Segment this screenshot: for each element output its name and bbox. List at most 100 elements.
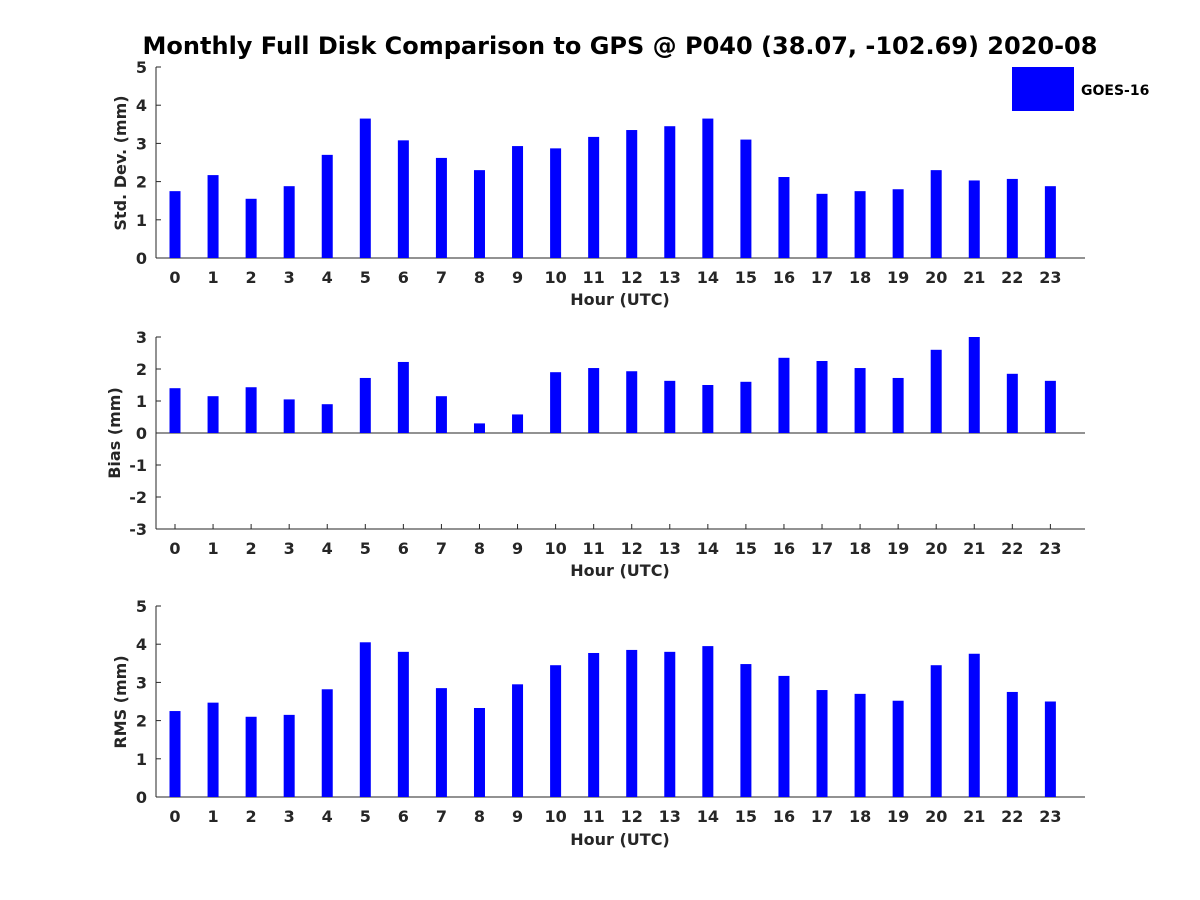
- rms-bar-hour-6: [397, 651, 409, 797]
- rms-bar-hour-7: [435, 688, 447, 797]
- rms-bar-hour-12: [626, 649, 638, 797]
- bias-x-tick-label: 17: [811, 539, 833, 558]
- std-dev-x-tick-label: 9: [512, 268, 523, 287]
- rms-x-tick-label: 0: [169, 807, 180, 826]
- rms-x-tick-label: 1: [207, 807, 218, 826]
- std-dev-x-tick-label: 2: [246, 268, 257, 287]
- bias-bar-hour-6: [397, 361, 409, 433]
- rms-bar-hour-20: [930, 665, 942, 797]
- std-dev-x-tick-label: 13: [659, 268, 681, 287]
- std-dev-bar-hour-12: [626, 130, 638, 258]
- rms-x-tick-label: 6: [398, 807, 409, 826]
- rms-x-tick-label: 9: [512, 807, 523, 826]
- bias-x-tick-label: 12: [621, 539, 643, 558]
- rms-bar-hour-3: [283, 714, 295, 797]
- bias-x-tick-label: 4: [322, 539, 333, 558]
- legend-swatch: [1012, 67, 1074, 111]
- bias-bar-hour-21: [968, 337, 980, 433]
- bias-bar-hour-10: [550, 372, 562, 433]
- std-dev-bar-hour-6: [397, 140, 409, 258]
- std-dev-x-tick-label: 19: [887, 268, 909, 287]
- rms-x-tick-label: 16: [773, 807, 795, 826]
- bias-y-tick-label: 1: [136, 392, 147, 411]
- std-dev-x-tick-label: 18: [849, 268, 871, 287]
- std-dev-xlabel: Hour (UTC): [570, 290, 670, 309]
- rms-x-tick-label: 10: [544, 807, 566, 826]
- std-dev-x-tick-label: 15: [735, 268, 757, 287]
- std-dev-bar-hour-7: [435, 157, 447, 258]
- rms-bar-hour-10: [550, 665, 562, 797]
- std-dev-bar-hour-16: [778, 177, 790, 258]
- legend: GOES-16: [1012, 67, 1149, 111]
- bias-bar-hour-13: [664, 380, 676, 433]
- rms-x-tick-label: 20: [925, 807, 947, 826]
- bias-x-tick-label: 3: [284, 539, 295, 558]
- bias-bar-hour-8: [473, 423, 485, 433]
- bias-x-tick-label: 2: [246, 539, 257, 558]
- rms-x-tick-label: 11: [583, 807, 605, 826]
- std-dev-bar-hour-15: [740, 139, 752, 258]
- bias-x-tick-label: 22: [1001, 539, 1023, 558]
- std-dev-x-tick-label: 11: [583, 268, 605, 287]
- std-dev-x-tick-label: 23: [1039, 268, 1061, 287]
- rms-bar-hour-17: [816, 690, 828, 797]
- rms-y-tick-label: 2: [136, 712, 147, 731]
- rms-bar-hour-18: [854, 693, 866, 797]
- bias-bar-hour-4: [321, 404, 333, 433]
- rms-x-tick-label: 4: [322, 807, 333, 826]
- rms-x-tick-label: 5: [360, 807, 371, 826]
- rms-bar-hour-1: [207, 702, 219, 797]
- bias-bar-hour-19: [892, 377, 904, 433]
- std-dev-bar-hour-4: [321, 154, 333, 258]
- rms-bar-hour-8: [473, 707, 485, 797]
- bias-bar-hour-2: [245, 387, 257, 433]
- bias-bar-hour-22: [1006, 373, 1018, 433]
- std-dev-x-tick-label: 5: [360, 268, 371, 287]
- bias-bar-hour-5: [359, 377, 371, 433]
- std-dev-bar-hour-5: [359, 118, 371, 258]
- bias-bar-hour-18: [854, 368, 866, 433]
- std-dev-ylabel: Std. Dev. (mm): [111, 95, 130, 230]
- bias-bar-hour-17: [816, 361, 828, 433]
- rms-bar-hour-11: [588, 652, 600, 797]
- rms-bar-hour-2: [245, 716, 257, 797]
- bias-x-tick-label: 14: [697, 539, 719, 558]
- std-dev-x-tick-label: 12: [621, 268, 643, 287]
- rms-bar-hour-15: [740, 664, 752, 797]
- bias-x-tick-label: 13: [659, 539, 681, 558]
- rms-x-tick-label: 17: [811, 807, 833, 826]
- bias-y-tick-label: -3: [129, 520, 147, 539]
- rms-x-tick-label: 23: [1039, 807, 1061, 826]
- std-dev-bar-hour-17: [816, 193, 828, 258]
- rms-bar-hour-14: [702, 646, 714, 797]
- bias-bar-hour-3: [283, 399, 295, 433]
- bias-x-tick-label: 10: [544, 539, 566, 558]
- bias-bar-hour-7: [435, 396, 447, 433]
- std-dev-x-tick-label: 4: [322, 268, 333, 287]
- bias-y-tick-label: -1: [129, 456, 147, 475]
- bias-x-tick-label: 21: [963, 539, 985, 558]
- std-dev-x-tick-label: 10: [544, 268, 566, 287]
- rms-bar-hour-22: [1006, 691, 1018, 797]
- rms-x-tick-label: 19: [887, 807, 909, 826]
- bias-x-tick-label: 16: [773, 539, 795, 558]
- std-dev-y-tick-label: 5: [136, 58, 147, 77]
- std-dev-bar-hour-3: [283, 186, 295, 258]
- std-dev-x-tick-label: 8: [474, 268, 485, 287]
- bias-bar-hour-1: [207, 396, 219, 433]
- std-dev-x-tick-label: 6: [398, 268, 409, 287]
- rms-y-tick-label: 1: [136, 750, 147, 769]
- std-dev-bar-hour-1: [207, 175, 219, 258]
- bias-x-tick-label: 1: [207, 539, 218, 558]
- bias-x-tick-label: 20: [925, 539, 947, 558]
- bias-ylabel: Bias (mm): [105, 387, 124, 479]
- bias-x-tick-label: 19: [887, 539, 909, 558]
- rms-x-tick-label: 15: [735, 807, 757, 826]
- bias-y-tick-label: -2: [129, 488, 147, 507]
- std-dev-x-tick-label: 1: [207, 268, 218, 287]
- bias-bar-hour-9: [512, 414, 524, 433]
- std-dev-y-tick-label: 1: [136, 211, 147, 230]
